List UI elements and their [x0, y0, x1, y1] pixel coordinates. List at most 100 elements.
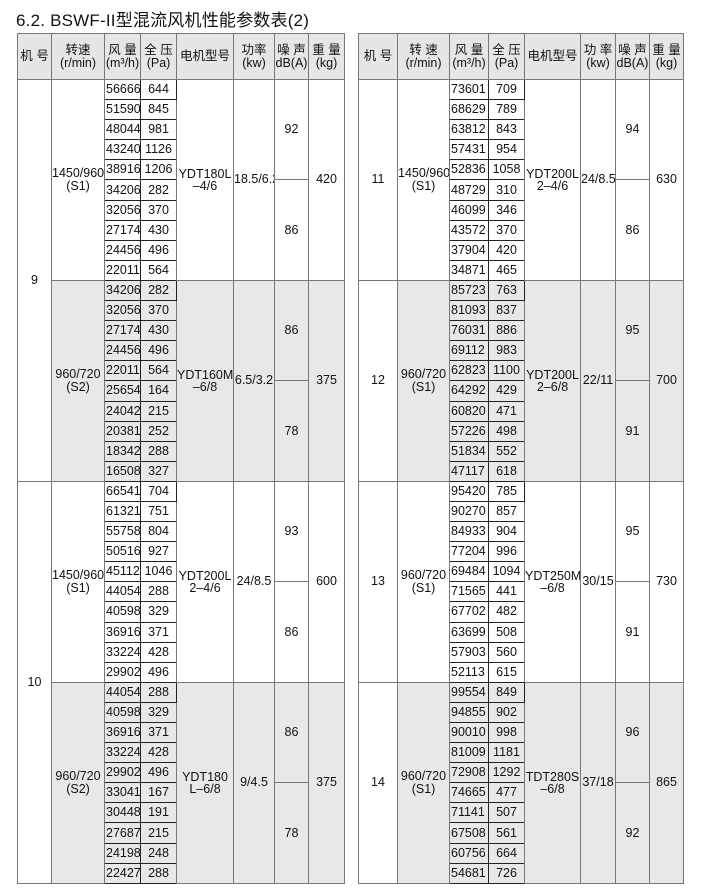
pressure: 804 [140, 521, 177, 543]
header-row: 机 号转速 (r/min) 风 量 (m³/h) 全 压 (Pa) 电机型号 功率 (k… [17, 33, 345, 80]
pressure: 215 [140, 400, 177, 422]
pressure: 465 [488, 259, 525, 281]
noise-high: 93 [274, 480, 309, 583]
table-row: 43572 370 [359, 219, 684, 241]
table-row: 76031 886 [359, 320, 684, 342]
table-row: 52836 1058 [359, 159, 684, 181]
speed: 1450/960 (S1) [51, 480, 105, 683]
airflow: 27687 [104, 822, 141, 844]
header-row: 机 号转 速 (r/min) 风 量 (m³/h) 全 压 (Pa) 电机型号功 率 … [358, 33, 684, 80]
pressure: 371 [140, 721, 177, 744]
machine-no: 12 [358, 279, 398, 482]
noise-low: 92 [615, 782, 650, 884]
motor-model: YDT200L 2–4/6 [524, 79, 581, 281]
speed: 1450/960 (S1) [51, 79, 105, 281]
pressure: 496 [140, 762, 177, 784]
airflow: 84933 [449, 521, 489, 543]
motor-model: YDT180 L–6/8 [176, 681, 234, 884]
noise-low: 91 [615, 581, 650, 683]
airflow: 73601 [449, 78, 489, 101]
motor-model: TDT280S –6/8 [524, 681, 581, 884]
table-row: 71565 441 91 [359, 581, 684, 683]
airflow: 27174 [104, 320, 141, 342]
table-row: 48729 310 86 [359, 179, 684, 281]
airflow: 40598 [104, 601, 141, 623]
header-col-motor-model: 电机型号 [176, 33, 234, 80]
pressure: 996 [488, 541, 525, 563]
table-row: 68629 789 [359, 99, 684, 121]
pressure: 845 [140, 99, 177, 121]
pressure: 282 [140, 279, 177, 302]
pressure: 726 [488, 862, 525, 884]
airflow: 66541 [104, 480, 141, 502]
pressure: 288 [140, 862, 177, 884]
table-row: 13 960/720 (S1) 95420 785 YDT250M –6/8 30/15 9… [358, 480, 684, 683]
pressure: 1292 [488, 762, 525, 784]
table-row: 18342 288 [18, 440, 345, 462]
pressure: 430 [140, 219, 177, 241]
pressure: 191 [140, 802, 177, 824]
airflow: 25654 [104, 380, 141, 402]
airflow: 62823 [449, 360, 489, 382]
pressure: 560 [488, 641, 525, 663]
table-row: 33041 167 78 [18, 782, 345, 884]
pressure: 644 [140, 78, 177, 101]
pressure: 420 [488, 239, 525, 261]
table-row: 25654 164 78 [18, 380, 345, 482]
table-row: 27174 430 [18, 320, 345, 342]
table-row: 43240 1126 [18, 139, 345, 161]
noise-low: 86 [615, 179, 650, 281]
airflow: 33224 [104, 742, 141, 764]
airflow: 22011 [104, 360, 141, 382]
airflow: 16508 [104, 460, 141, 482]
pressure: 428 [140, 742, 177, 764]
power: 18.5/6.2 [233, 79, 275, 281]
airflow: 57431 [449, 139, 489, 161]
pressure: 288 [140, 681, 177, 703]
header-col-power: 功 率 (kw) [580, 33, 616, 80]
table-row: 30448 191 [18, 802, 345, 824]
pressure: 902 [488, 701, 525, 724]
airflow: 71565 [449, 581, 489, 603]
pressure: 561 [488, 822, 525, 844]
airflow: 47117 [449, 460, 489, 482]
airflow: 38916 [104, 159, 141, 181]
airflow: 24456 [104, 239, 141, 261]
airflow: 36916 [104, 621, 141, 643]
airflow: 32056 [104, 300, 141, 322]
machine-no: 11 [358, 79, 398, 281]
pressure: 496 [140, 340, 177, 362]
airflow: 44054 [104, 681, 141, 703]
table-row: 22011 564 [18, 259, 345, 281]
noise-low: 78 [274, 380, 309, 482]
pressure: 507 [488, 802, 525, 824]
airflow: 24456 [104, 340, 141, 362]
pressure: 763 [488, 279, 525, 302]
speed: 960/720 (S1) [397, 480, 450, 683]
pressure: 1126 [140, 139, 177, 161]
pressure: 618 [488, 460, 525, 482]
header-col-speed: 转 速 (r/min) [397, 33, 450, 80]
airflow: 24042 [104, 400, 141, 422]
header-col-airflow: 风 量 (m³/h) [104, 33, 141, 80]
airflow: 90010 [449, 721, 489, 744]
pressure: 564 [140, 259, 177, 281]
pressure: 1058 [488, 159, 525, 181]
pressure: 751 [140, 500, 177, 523]
pressure: 288 [140, 440, 177, 462]
pressure: 167 [140, 782, 177, 804]
airflow: 68629 [449, 99, 489, 121]
pressure: 998 [488, 721, 525, 744]
header-col-pressure: 全 压 (Pa) [140, 33, 177, 80]
pressure: 430 [140, 320, 177, 342]
pressure: 954 [488, 139, 525, 161]
header-col-noise: 噪 声 dB(A) [274, 33, 309, 80]
airflow: 51590 [104, 99, 141, 121]
pressure: 496 [140, 661, 177, 683]
speed: 960/720 (S2) [51, 681, 105, 884]
pressure: 370 [488, 219, 525, 241]
page-title: 6.2. BSWF-II型混流风机性能参数表(2) [16, 11, 310, 30]
airflow: 52113 [449, 661, 489, 683]
table-row: 90270 857 [359, 500, 684, 523]
pressure: 1181 [488, 742, 525, 764]
